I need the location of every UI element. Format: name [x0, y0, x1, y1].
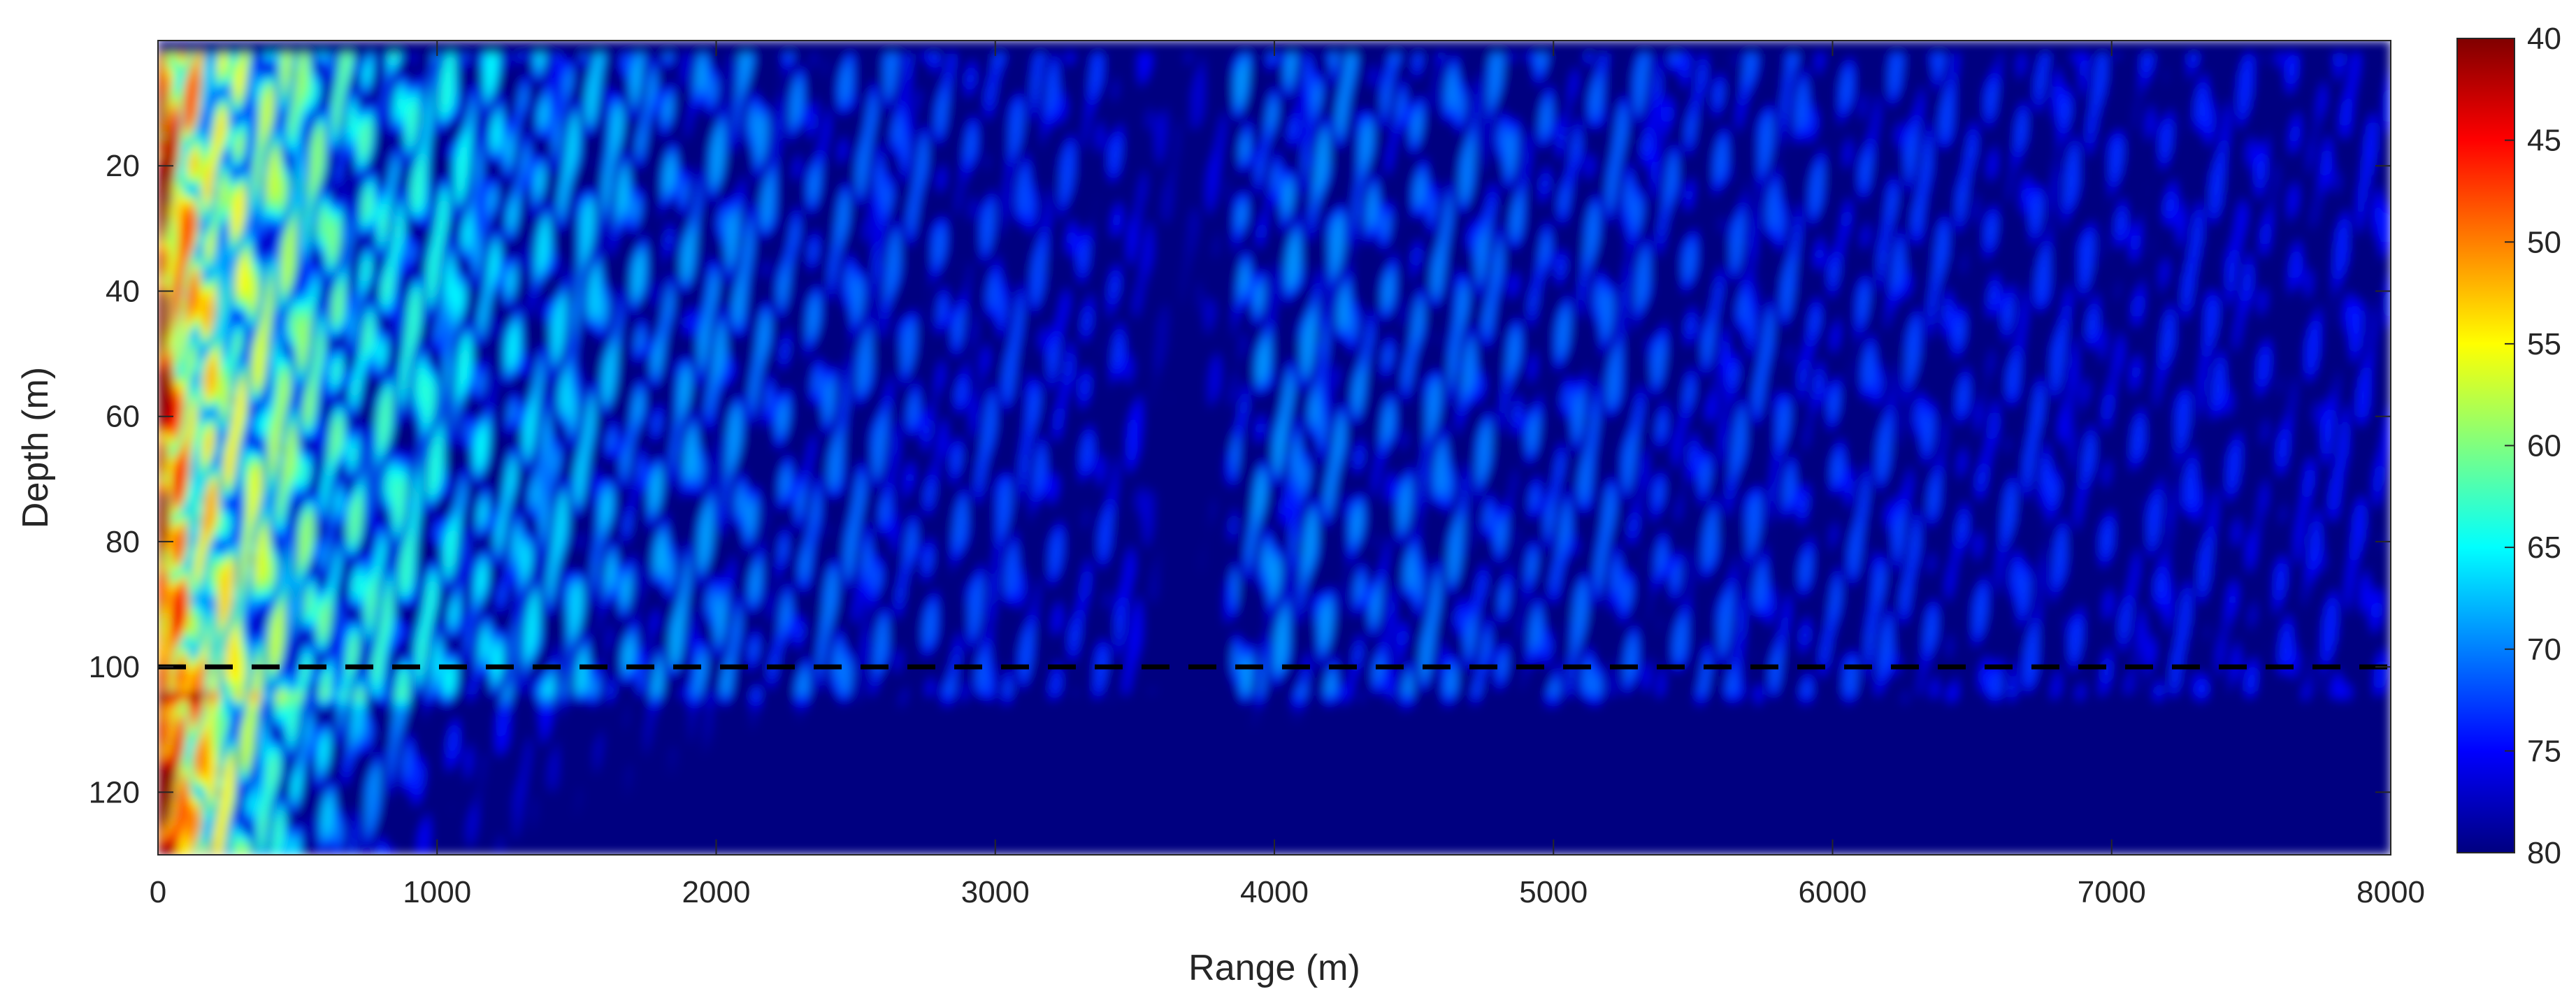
y-tick-label: 100: [89, 650, 140, 684]
x-tick-label: 4000: [1240, 875, 1309, 909]
colorbar-tick-label: 55: [2527, 327, 2561, 361]
colorbar-tick-label: 70: [2527, 633, 2561, 667]
x-axis: 0 1000 2000 3000 4000 5000 6000 7000 8000: [150, 41, 2425, 909]
y-tick-label: 80: [106, 525, 140, 559]
colorbar-tick-label: 75: [2527, 734, 2561, 768]
x-tick-label: 0: [150, 875, 166, 909]
x-tick-label: 1000: [403, 875, 471, 909]
x-tick-label: 6000: [1799, 875, 1867, 909]
colorbar-tick-label: 60: [2527, 429, 2561, 463]
colorbar-tick-label: 65: [2527, 531, 2561, 565]
plot-area: [158, 41, 2391, 855]
x-axis-title: Range (m): [1188, 948, 1360, 988]
y-tick-label: 60: [106, 400, 140, 434]
x-tick-label: 7000: [2078, 875, 2146, 909]
x-tick-label: 2000: [682, 875, 751, 909]
colorbar-tick-label: 80: [2527, 836, 2561, 870]
x-tick-label: 3000: [961, 875, 1030, 909]
y-tick-label: 40: [106, 274, 140, 308]
y-axis: 20 40 60 80 100 120: [89, 149, 2391, 809]
x-tick-label: 8000: [2356, 875, 2425, 909]
colorbar-ticks: 40 45 50 55 60 65 70 75 80: [2505, 22, 2561, 870]
x-tick-label: 5000: [1519, 875, 1588, 909]
y-axis-title: Depth (m): [15, 367, 56, 528]
colorbar-tick-label: 50: [2527, 225, 2561, 259]
y-tick-label: 20: [106, 149, 140, 183]
y-tick-label: 120: [89, 775, 140, 809]
heatmap-field: [158, 41, 2391, 855]
colorbar: 40 45 50 55 60 65 70 75 80: [2456, 22, 2561, 870]
colorbar-tick-label: 45: [2527, 124, 2561, 158]
colorbar-tick-label: 40: [2527, 22, 2561, 56]
